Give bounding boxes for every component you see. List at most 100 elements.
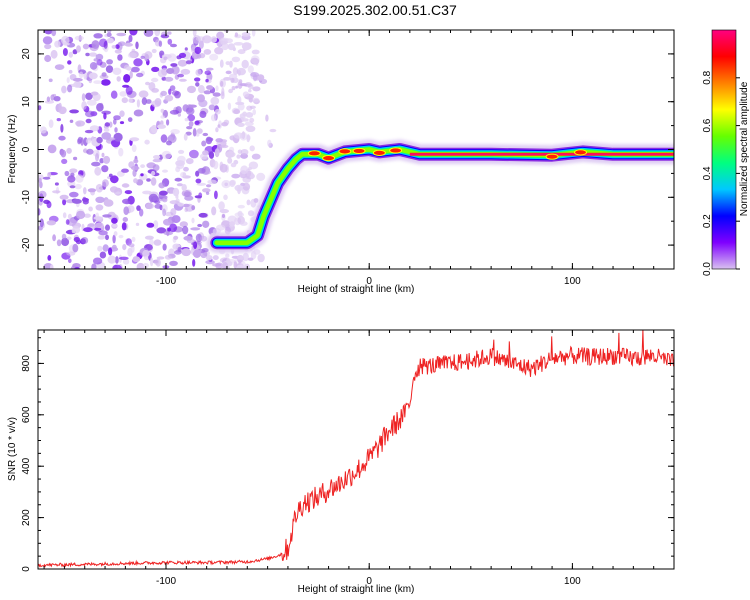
- noise-speckle: [108, 247, 113, 256]
- noise-speckle: [67, 213, 72, 220]
- signal-hot-spot: [372, 149, 386, 156]
- noise-speckle: [205, 260, 215, 265]
- noise-speckle: [144, 51, 153, 60]
- noise-speckle: [42, 176, 51, 180]
- noise-speckle: [74, 35, 84, 41]
- noise-speckle: [251, 49, 260, 55]
- signal-hot-spot: [352, 147, 366, 155]
- noise-speckle: [181, 184, 187, 192]
- noise-speckle: [135, 41, 139, 50]
- noise-speckle: [241, 42, 252, 51]
- noise-speckle: [207, 179, 217, 185]
- noise-speckle: [162, 208, 167, 217]
- noise-speckle: [153, 239, 162, 246]
- noise-speckle: [82, 199, 89, 205]
- noise-speckle: [204, 70, 212, 75]
- noise-speckle: [50, 264, 54, 269]
- noise-speckle: [88, 206, 93, 212]
- noise-speckle: [166, 140, 172, 146]
- noise-speckle: [38, 177, 42, 184]
- noise-speckle: [177, 155, 186, 164]
- noise-speckle: [151, 66, 160, 72]
- noise-speckle: [265, 114, 269, 122]
- noise-speckle: [106, 32, 112, 37]
- noise-speckle: [208, 104, 216, 111]
- noise-speckle: [154, 30, 161, 37]
- snr-axes: -100 0 100 0 200 400 600 800: [21, 330, 675, 587]
- noise-speckle: [183, 191, 192, 197]
- noise-speckle: [140, 173, 144, 177]
- noise-speckle: [72, 49, 78, 55]
- noise-speckle: [116, 76, 121, 82]
- noise-speckle: [154, 259, 160, 265]
- noise-speckle: [249, 145, 255, 152]
- noise-speckle: [135, 222, 140, 226]
- noise-speckle: [154, 203, 162, 209]
- noise-speckle: [113, 132, 123, 142]
- noise-speckle: [225, 70, 232, 75]
- noise-speckle: [38, 190, 47, 199]
- noise-speckle: [241, 59, 249, 69]
- signal-hot-spot: [574, 149, 588, 156]
- noise-speckle: [161, 150, 172, 160]
- noise-speckle: [105, 65, 114, 73]
- noise-speckle: [223, 194, 228, 201]
- noise-speckle: [133, 58, 143, 67]
- x-tick-label: 100: [564, 276, 581, 287]
- noise-speckle: [122, 258, 130, 265]
- noise-speckle: [95, 183, 103, 193]
- noise-speckle: [201, 140, 207, 147]
- noise-speckle: [112, 67, 122, 76]
- noise-speckle: [239, 132, 248, 141]
- noise-speckle: [44, 100, 55, 104]
- noise-speckle: [208, 151, 215, 159]
- noise-speckle: [162, 169, 168, 173]
- noise-speckle: [47, 255, 52, 261]
- noise-speckle: [210, 96, 220, 105]
- noise-speckle: [107, 255, 117, 264]
- noise-speckle: [122, 84, 130, 88]
- noise-speckle: [89, 125, 100, 132]
- noise-speckle: [127, 52, 137, 59]
- noise-speckle: [92, 257, 103, 265]
- noise-speckle: [81, 237, 89, 244]
- noise-speckle: [223, 77, 232, 81]
- noise-speckle: [60, 123, 64, 133]
- colorbar: 0.0 0.2 0.4 0.6 0.8 Normalized spectral ampl…: [702, 29, 750, 276]
- noise-speckle: [231, 56, 241, 63]
- noise-speckle: [151, 124, 158, 134]
- noise-speckle: [250, 72, 259, 78]
- noise-speckle: [93, 58, 99, 62]
- noise-speckle: [195, 69, 202, 76]
- y-tick-label: 400: [21, 457, 32, 474]
- noise-speckle: [257, 253, 265, 263]
- x-tick-label: -100: [156, 576, 176, 587]
- noise-speckle: [95, 153, 99, 162]
- noise-speckle: [184, 47, 188, 51]
- noise-speckle: [67, 60, 72, 65]
- noise-speckle: [66, 251, 76, 256]
- noise-speckle: [56, 239, 62, 247]
- noise-speckle: [229, 180, 236, 188]
- noise-speckle: [119, 121, 125, 125]
- signal-hot-spot: [545, 153, 559, 160]
- signal-hot-spot: [338, 148, 352, 155]
- noise-speckle: [163, 56, 168, 61]
- noise-speckle: [206, 85, 214, 90]
- noise-speckle: [118, 234, 124, 239]
- signal-hot-spot: [389, 147, 403, 154]
- noise-speckle: [177, 202, 185, 207]
- noise-speckle: [159, 190, 168, 196]
- noise-speckle: [110, 175, 119, 184]
- noise-speckle: [160, 134, 168, 143]
- noise-speckle: [252, 109, 256, 116]
- noise-speckle: [82, 43, 90, 50]
- noise-speckle: [73, 156, 78, 161]
- noise-speckle: [73, 236, 81, 243]
- noise-speckle: [100, 79, 111, 86]
- y-tick-label: 20: [21, 48, 32, 60]
- noise-speckle: [177, 59, 188, 67]
- noise-speckle: [192, 259, 196, 267]
- noise-speckle: [185, 203, 194, 212]
